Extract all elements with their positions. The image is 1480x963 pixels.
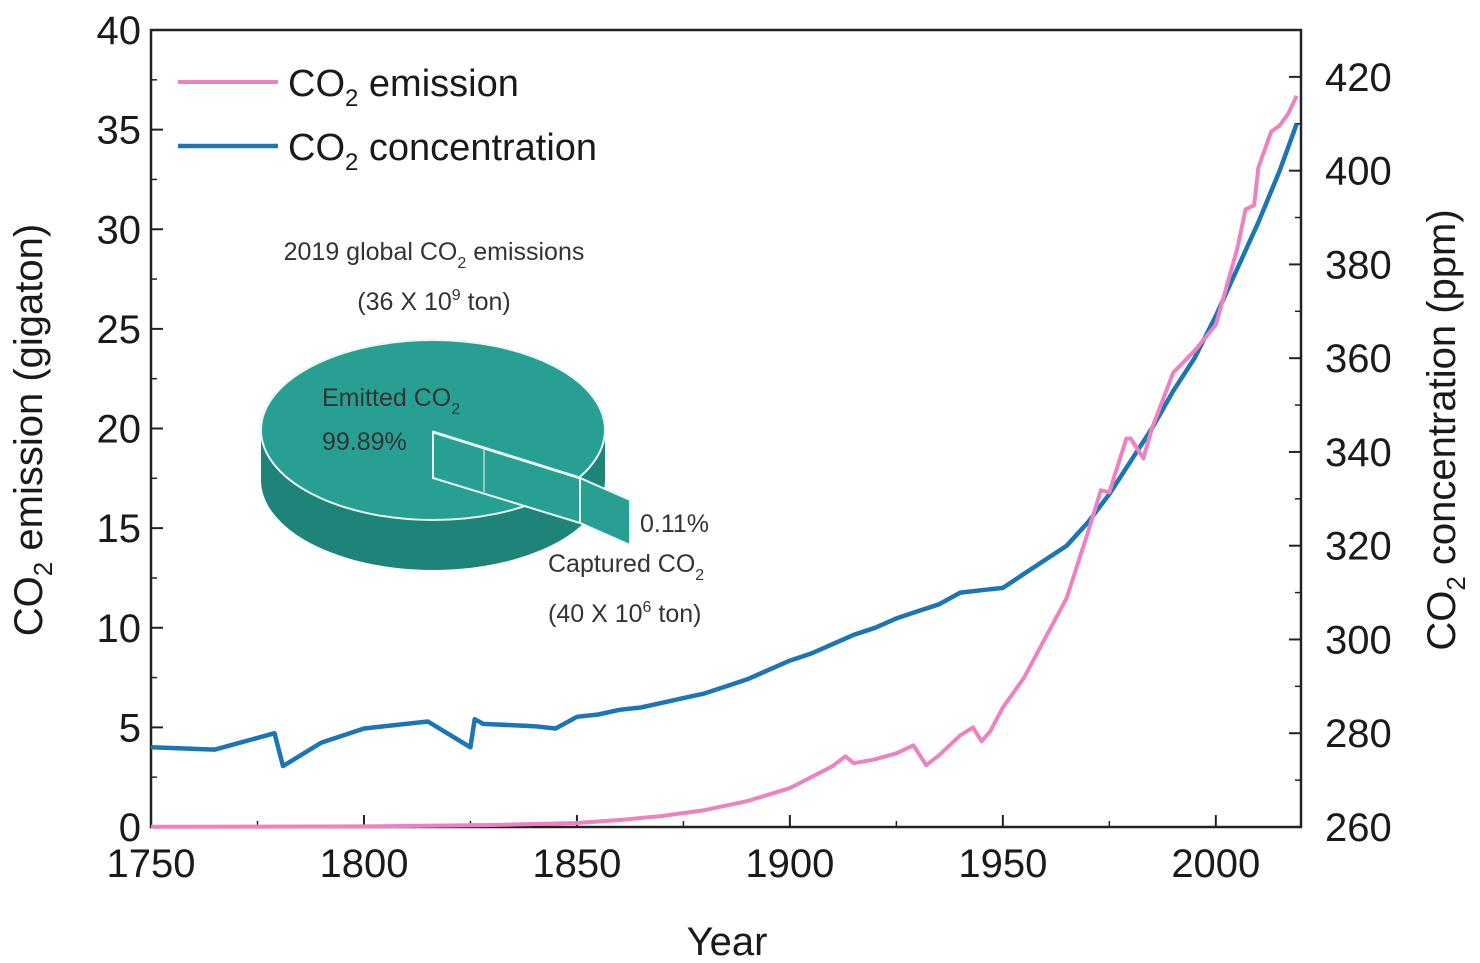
left-tick-label: 0 [119,806,141,850]
left-tick-label: 5 [119,706,141,750]
pie-captured-label: Captured CO2 [548,550,704,584]
x-tick-label: 1750 [107,842,196,886]
x-axis-title: Year [687,920,768,963]
pie-slice-divider [432,430,581,480]
right-tick-label: 340 [1325,431,1392,475]
x-tick-label: 1950 [958,842,1047,886]
series-co2-emission-line [150,94,1299,829]
pie-side [261,430,605,570]
right-axis: 260 280 300 320 340 360 380 400 420 [1289,29,1392,850]
left-tick-label: 40 [97,9,142,53]
left-tick-label: 15 [97,507,142,551]
left-axis: 0 5 10 15 20 25 30 35 40 [97,9,163,850]
svg-text:CO2 emission (gigaton): CO2 emission (gigaton) [7,224,58,636]
right-tick-label: 400 [1325,150,1392,194]
left-tick-label: 35 [97,109,142,153]
pie-captured-amount: (40 X 106 ton) [548,599,701,628]
left-axis-title: CO2 emission (gigaton) [7,224,58,636]
legend: CO2 emission CO2 concentration [178,63,597,176]
left-tick-label: 30 [97,208,142,252]
left-tick-label: 20 [97,408,142,452]
right-tick-label: 260 [1325,806,1392,850]
series-co2-concentration-line [150,123,1299,769]
x-tick-label: 2000 [1171,842,1260,886]
right-tick-label: 300 [1325,618,1392,662]
pie-annotation: 2019 global CO2 emissions (36 X 109 ton)… [260,238,709,628]
pie-title-line1: 2019 global CO2 emissions [284,238,585,272]
svg-text:CO2 concentration (ppm): CO2 concentration (ppm) [1420,209,1471,650]
left-tick-label: 10 [97,607,142,651]
x-tick-label: 1900 [745,842,834,886]
pie-captured-percent: 0.11% [640,510,709,538]
right-tick-label: 420 [1325,56,1392,100]
x-tick-label: 1850 [532,842,621,886]
right-tick-label: 280 [1325,712,1392,756]
x-axis: 1750 1800 1850 1900 1950 2000 [107,815,1260,886]
x-tick-label: 1800 [319,842,408,886]
pie-emitted-percent: 99.89% [322,428,407,456]
right-tick-label: 360 [1325,337,1392,381]
pie-title-line2: (36 X 109 ton) [357,287,510,316]
left-tick-label: 25 [97,308,142,352]
legend-label-concentration: CO2 concentration [288,127,597,176]
pie-emitted-label: Emitted CO2 [322,384,460,418]
legend-label-emission: CO2 emission [288,63,519,112]
right-tick-label: 320 [1325,525,1392,569]
right-tick-label: 380 [1325,243,1392,287]
right-axis-title: CO2 concentration (ppm) [1420,209,1471,650]
